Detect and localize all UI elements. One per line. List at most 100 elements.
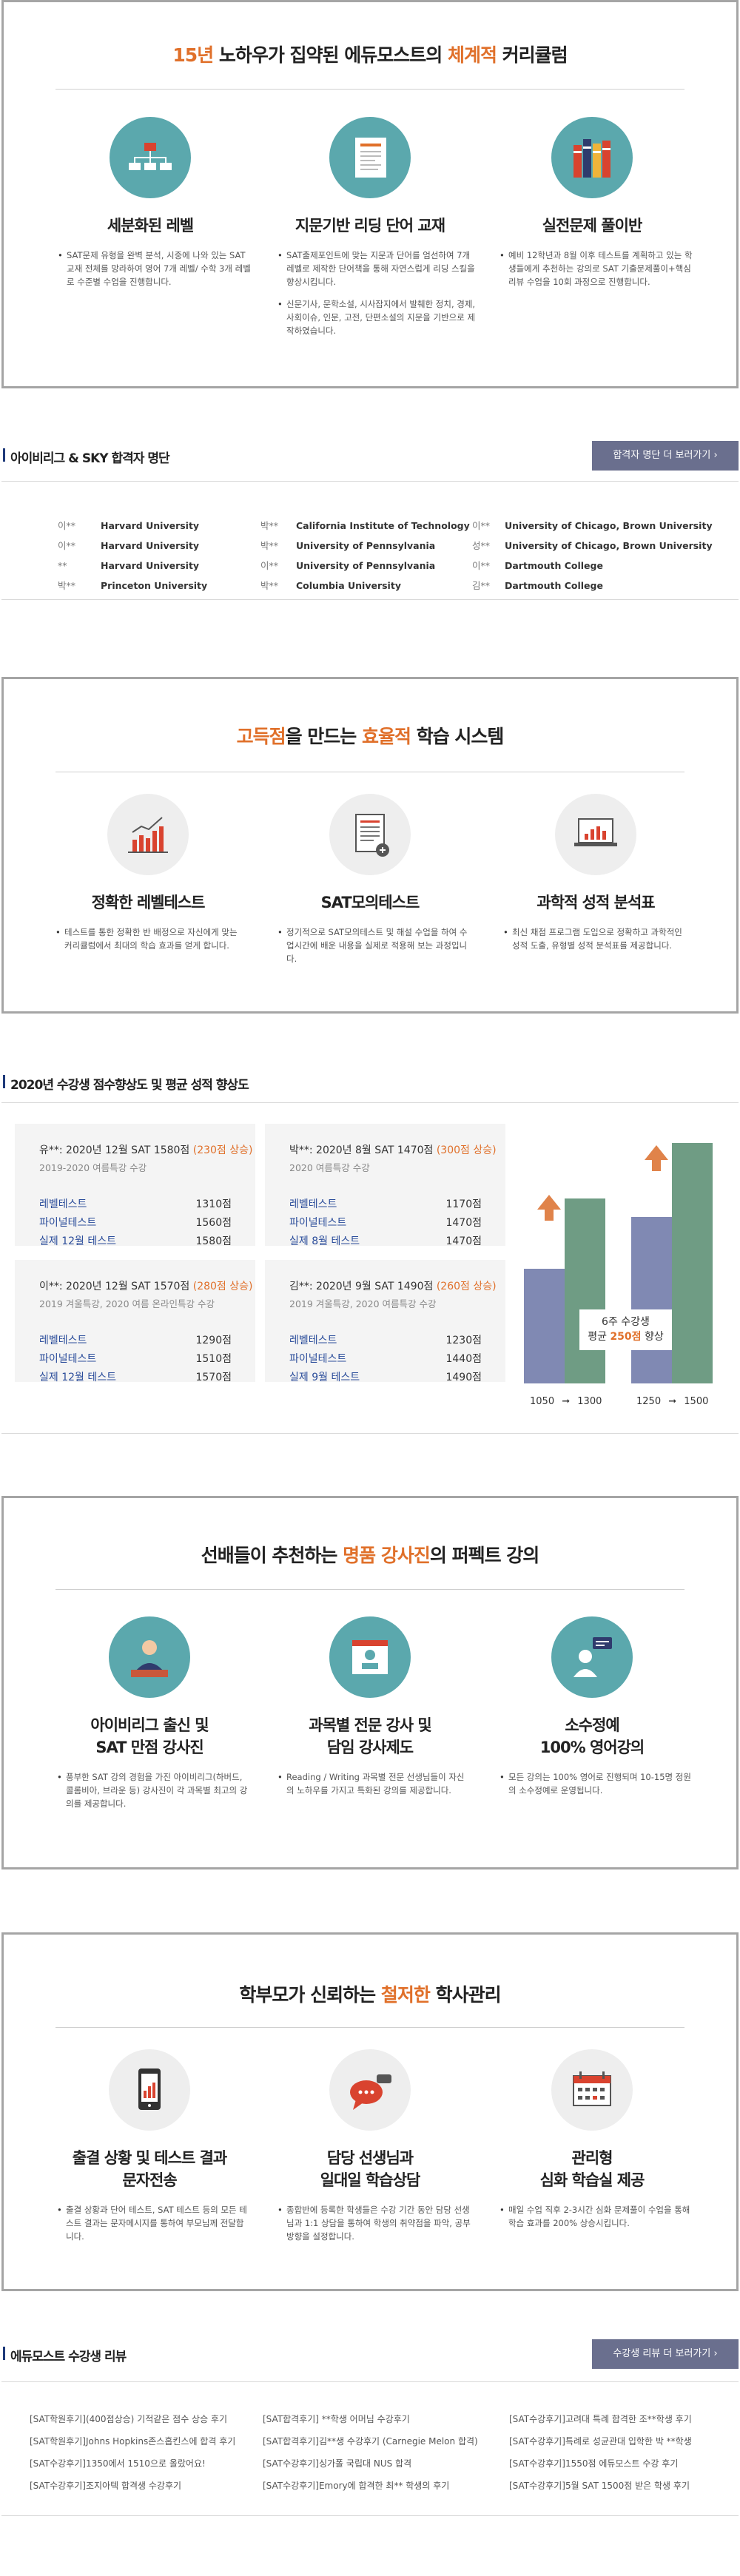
score-row: 파이널테스트 1560점	[39, 1215, 232, 1230]
divider	[56, 2027, 684, 2028]
card-subtitle: 2019 겨울특강, 2020 여름 온라인특강 수강	[39, 1298, 215, 1309]
student-name: 김**	[472, 580, 491, 591]
review-link[interactable]: [SAT수강후기]Emory에 합격한 최** 학생의 후기	[263, 2481, 450, 2491]
score-gain: (260점 상승)	[436, 1281, 497, 1292]
ivy-entry: 이** Dartmouth College	[472, 556, 731, 576]
reviews-title: 에듀모스트 수강생 리뷰	[10, 2350, 127, 2364]
title-text: 을 만드는	[285, 726, 362, 747]
id-card-icon	[329, 1616, 411, 1698]
review-link[interactable]: [SAT수강후기]5월 SAT 1500점 받은 학생 후기	[509, 2481, 690, 2491]
score-value: 1230점	[445, 1335, 482, 1346]
card-subtitle: 2020 여름특강 수강	[289, 1162, 370, 1173]
university: Dartmouth College	[505, 580, 603, 591]
university: University of Pennsylvania	[296, 540, 436, 551]
reviews-more-button[interactable]: 수강생 리뷰 더 보러가기 ›	[592, 2339, 739, 2369]
student-name: 박**	[260, 540, 279, 551]
feature-title-line: 심화 학습실 제공	[539, 2171, 645, 2189]
review-link[interactable]: [SAT수강후기]조지아텍 합격생 수강후기	[30, 2481, 182, 2491]
header-bar	[3, 2347, 5, 2360]
ivy-entry: 성** University of Chicago, Brown Universi…	[472, 536, 731, 556]
divider	[1, 599, 739, 600]
feature-title: 과학적 성적 분석표	[536, 894, 655, 911]
bar-before-1	[524, 1269, 565, 1383]
review-link[interactable]: [SAT합격후기]김**생 수강후기 (Carnegie Melon 합격)	[263, 2436, 478, 2447]
care-section: 학부모가 신뢰하는 철저한 학사관리 출결 상황 및 테스트 결과 문자전송 출…	[1, 1932, 739, 2291]
score-label: 파이널테스트	[289, 1353, 347, 1365]
curriculum-title: 15년 노하우가 집약된 에듀모스트의 체계적 커리큘럼	[4, 41, 736, 67]
ivy-more-button[interactable]: 합격자 명단 더 보러가기 ›	[592, 441, 739, 471]
feature-desc: SAT출제포인트에 맞는 지문과 단어를 엄선하여 7개 레벨로 제작한 단어책…	[266, 249, 477, 337]
feature-bullet: 테스트를 통한 정확한 반 배정으로 자신에게 맞는 커리큘럼에서 최대의 학습…	[56, 925, 244, 952]
review-link[interactable]: [SAT수강후기]특례로 성균관대 입학한 박 **학생	[509, 2436, 692, 2447]
score-row: 실제 8월 테스트 1470점	[289, 1233, 482, 1248]
card-title: 유**: 2020년 12월 SAT 1580점 (230점 상승)	[39, 1142, 253, 1157]
score-label: 레벨테스트	[39, 1198, 87, 1210]
feature-bullet: SAT출제포인트에 맞는 지문과 단어를 엄선하여 7개 레벨로 제작한 단어책…	[278, 249, 477, 289]
bar-before-2	[631, 1217, 672, 1383]
teacher-icon	[109, 1616, 190, 1698]
teachers-section: 선배들이 추천하는 명품 강사진의 퍼펙트 강의 아이비리그 출신 및 SAT …	[1, 1496, 739, 1869]
university: California Institute of Technology	[296, 520, 470, 531]
score-label: 레벨테스트	[39, 1335, 87, 1346]
feature-ivy-teachers: 아이비리그 출신 및 SAT 만점 강사진 풍부한 SAT 강의 경험을 가진 …	[46, 1616, 253, 1819]
review-link[interactable]: [SAT합격후기] **학생 어머님 수강후기	[263, 2414, 410, 2424]
card-name: 이**: 2020년 12월 SAT 1570점	[39, 1281, 193, 1292]
score-row: 파이널테스트 1470점	[289, 1215, 482, 1230]
legend-value: 1250	[636, 1396, 662, 1407]
system-section: 고득점을 만드는 효율적 학습 시스템 정확한 레벨테스트 테스트를 통한 정확…	[1, 677, 739, 1014]
card-name: 유**: 2020년 12월 SAT 1580점	[39, 1144, 193, 1156]
feature-desc: 출결 상황과 단어 테스트, SAT 테스트 등의 모든 테스트 결과는 문자메…	[46, 2203, 249, 2243]
feature-bullet: 종합반에 등록한 학생들은 수강 기간 동안 담당 선생님과 1:1 상담을 통…	[278, 2203, 477, 2243]
student-name: 박**	[58, 580, 76, 591]
feature-study-room: 관리형 심화 학습실 제공 매일 수업 직후 2-3시간 심화 문제풀이 수업을…	[488, 2049, 696, 2239]
ivy-entry: 김** Dartmouth College	[472, 576, 731, 596]
results-title: 2020년 수강생 점수향상도 및 평균 성적 향상도	[10, 1078, 249, 1093]
feature-title: 실전문제 풀이반	[542, 217, 643, 235]
review-link[interactable]: [SAT학원후기](400점상승) 기적같은 점수 상승 후기	[30, 2414, 228, 2424]
review-link[interactable]: [SAT수강후기]싱가폴 국립대 NUS 합격	[263, 2458, 412, 2469]
reviews-header: 에듀모스트 수강생 리뷰 수강생 리뷰 더 보러가기 ›	[0, 2339, 740, 2369]
university: Princeton University	[101, 580, 208, 591]
speaker-icon	[551, 1616, 633, 1698]
university: Harvard University	[101, 560, 200, 571]
title-text: 학사관리	[429, 1984, 502, 2006]
review-link[interactable]: [SAT학원후기]Johns Hopkins존스홉킨스에 합격 후기	[30, 2436, 236, 2447]
legend-value: 1300	[577, 1396, 602, 1407]
feature-bullet: 풍부한 SAT 강의 경험을 가진 아이비리그(하버드, 콜롬비아, 브라운 등…	[57, 1770, 249, 1810]
student-name: 이**	[58, 520, 76, 531]
title-highlight: 효율적	[362, 726, 411, 747]
feature-level-test: 정확한 레벨테스트 테스트를 통한 정확한 반 배정으로 자신에게 맞는 커리큘…	[44, 794, 252, 961]
score-label: 레벨테스트	[289, 1198, 337, 1210]
up-arrow-icon	[645, 1145, 668, 1171]
review-link[interactable]: [SAT수강후기]1550점 에듀모스트 수강 후기	[509, 2458, 679, 2469]
review-col-3: [SAT수강후기]고려대 특례 합격한 조**학생 후기 [SAT수강후기]특례…	[509, 2408, 735, 2497]
score-value: 1440점	[445, 1353, 482, 1365]
score-value: 1470점	[445, 1217, 482, 1229]
ivy-list: 이** Harvard University 이** Harvard Univers…	[0, 481, 740, 599]
feature-desc: 예비 12학년과 8월 이후 테스트를 계획하고 있는 학생들에게 추천하는 강…	[488, 249, 699, 289]
feature-title-line: SAT 만점 강사진	[95, 1739, 204, 1756]
title-text: 노하우가 집약된 에듀모스트의	[213, 44, 448, 66]
feature-reading: 지문기반 리딩 단어 교재 SAT출제포인트에 맞는 지문과 단어를 엄선하여 …	[266, 117, 477, 346]
teachers-title: 선배들이 추천하는 명품 강사진의 퍼펙트 강의	[4, 1541, 736, 1568]
feature-title: 지문기반 리딩 단어 교재	[295, 217, 445, 235]
average-label-box	[579, 1309, 672, 1350]
feature-desc: 풍부한 SAT 강의 경험을 가진 아이비리그(하버드, 콜롬비아, 브라운 등…	[46, 1770, 249, 1810]
feature-title-line: 과목별 전문 강사 및	[309, 1716, 432, 1734]
score-row: 파이널테스트 1440점	[289, 1351, 482, 1366]
feature-bullet: 예비 12학년과 8월 이후 테스트를 계획하고 있는 학생들에게 추천하는 강…	[500, 249, 699, 289]
university: University of Chicago, Brown University	[505, 540, 713, 551]
test-paper-icon	[329, 794, 411, 875]
review-link[interactable]: [SAT수강후기]1350에서 1510으로 올랐어요!	[30, 2458, 206, 2469]
ivy-entry: 이** Harvard University	[58, 536, 265, 556]
title-highlight: 명품 강사진	[343, 1545, 431, 1566]
feature-mock-test: SAT모의테스트 정기적으로 SAT모의테스트 및 해설 수업을 하여 수업시간…	[266, 794, 474, 974]
feature-bullet: 매일 수업 직후 2-3시간 심화 문제풀이 수업을 통해 학습 효과를 200…	[500, 2203, 692, 2230]
up-arrow-icon	[537, 1195, 561, 1221]
review-link[interactable]: [SAT수강후기]고려대 특례 합격한 조**학생 후기	[509, 2414, 692, 2424]
student-name: 성**	[472, 540, 491, 551]
score-gain: (230점 상승)	[192, 1144, 253, 1156]
label-highlight: 250점	[610, 1331, 642, 1343]
feature-title-line: 일대일 학습상담	[320, 2171, 421, 2189]
feature-title-line: 문자전송	[122, 2171, 177, 2189]
